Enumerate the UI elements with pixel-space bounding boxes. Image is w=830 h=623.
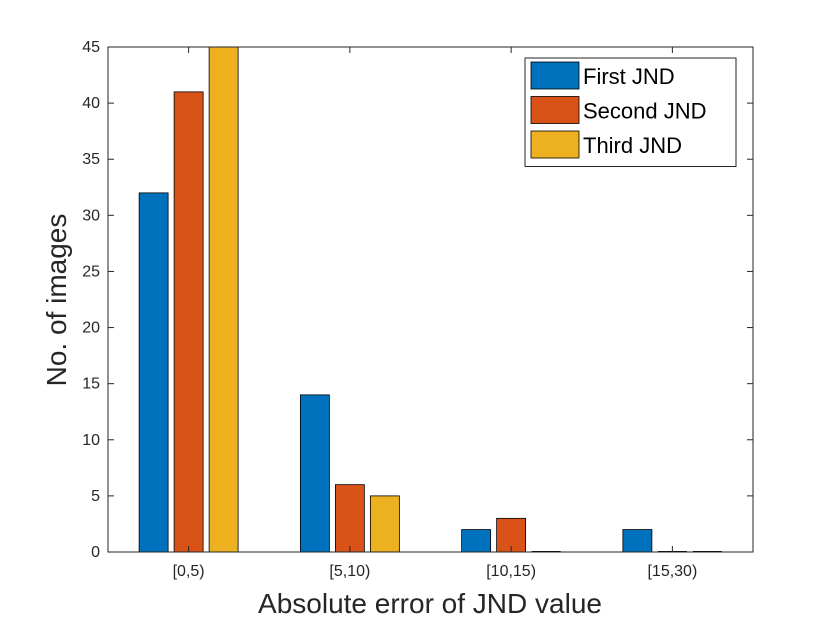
y-tick-label: 45 <box>82 39 100 56</box>
legend-swatch-second-jnd <box>530 96 580 124</box>
bar-second-jnd-0 <box>173 91 204 553</box>
x-tick-label: [10,15) <box>486 563 536 580</box>
y-tick-label: 35 <box>82 151 100 168</box>
y-tick-label: 0 <box>91 544 100 561</box>
bar-third-jnd-1 <box>369 495 400 553</box>
x-tick-label: [0,5) <box>173 563 205 580</box>
legend-label-first-jnd: First JND <box>583 64 675 89</box>
axes-group <box>107 46 754 553</box>
y-tick-label: 40 <box>82 95 100 112</box>
x-axis-label: Absolute error of JND value <box>258 588 602 619</box>
y-tick-label: 10 <box>82 432 100 449</box>
y-tick-label: 5 <box>91 488 100 505</box>
y-axis-label: No. of images <box>41 214 72 387</box>
bar-first-jnd-0 <box>138 192 169 553</box>
bar-second-jnd-1 <box>334 484 365 553</box>
legend: First JND Second JND Third JND <box>524 57 737 167</box>
bar-first-jnd-3 <box>622 529 653 553</box>
y-tick-label: 30 <box>82 207 100 224</box>
x-tick-label: [5,10) <box>329 563 370 580</box>
bar-first-jnd-1 <box>299 394 330 553</box>
x-tick-label: [15,30) <box>647 563 697 580</box>
bars-group <box>138 46 722 553</box>
bar-first-jnd-2 <box>461 529 492 553</box>
x-ticks-group: [0,5) [5,10) [10,15) [15,30) <box>173 47 697 580</box>
y-ticks-group: 0 5 10 15 20 25 30 35 40 45 <box>82 39 753 561</box>
legend-label-third-jnd: Third JND <box>583 133 682 158</box>
y-tick-label: 20 <box>82 320 100 337</box>
legend-swatch-first-jnd <box>530 61 580 90</box>
bar-third-jnd-0 <box>208 46 239 553</box>
y-tick-label: 25 <box>82 263 100 280</box>
legend-swatch-third-jnd <box>530 130 580 159</box>
axes-box <box>107 46 754 553</box>
legend-label-second-jnd: Second JND <box>583 99 707 124</box>
y-tick-label: 15 <box>82 376 100 393</box>
